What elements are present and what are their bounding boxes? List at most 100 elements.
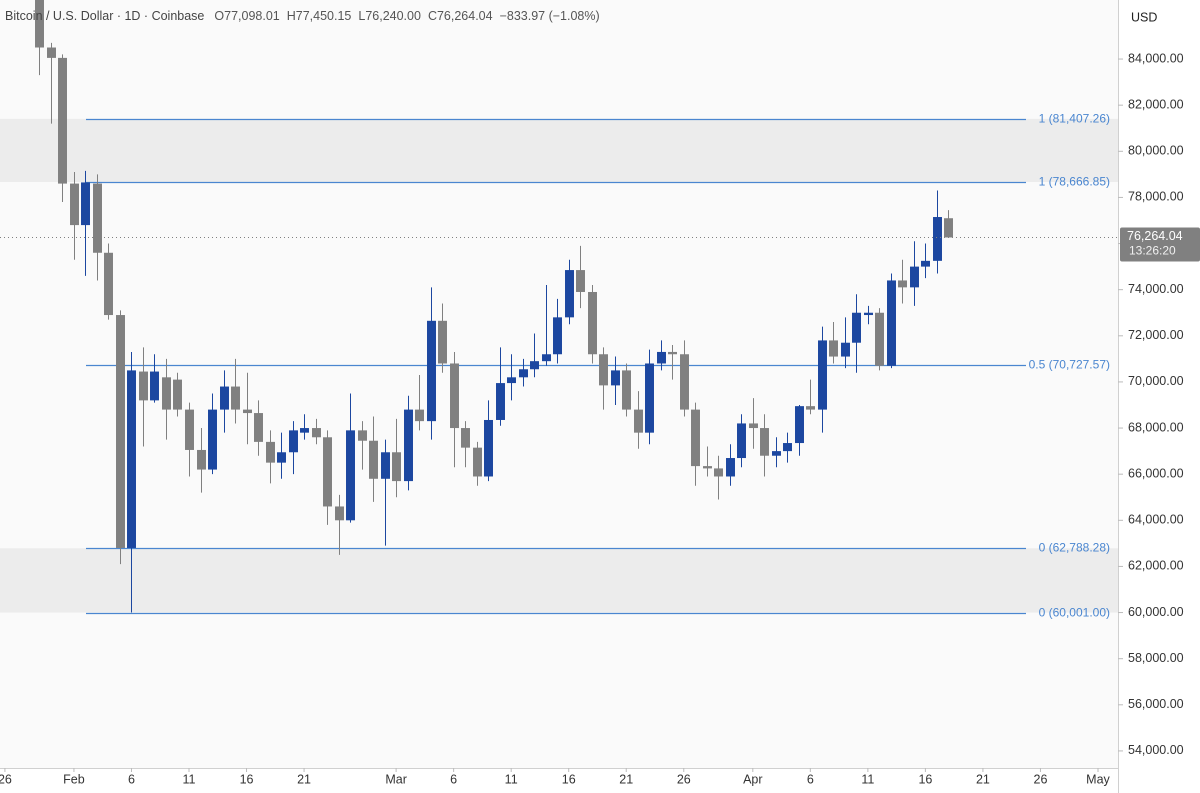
ohlc-key: L [358, 9, 365, 23]
x-tick-label: 16 [562, 772, 576, 786]
y-tick-label: 56,000.00 [1128, 697, 1184, 711]
candle-body [358, 430, 367, 441]
y-tick-label: 68,000.00 [1128, 420, 1184, 434]
candle-body [381, 452, 390, 479]
candle-body [933, 217, 942, 261]
y-tick-label: 84,000.00 [1128, 51, 1184, 65]
y-tick-label: 58,000.00 [1128, 651, 1184, 665]
candle-body [783, 443, 792, 452]
x-tick-label: Mar [385, 772, 407, 786]
ohlc-key: O [214, 9, 224, 23]
fib-band [0, 118, 1118, 183]
candle-body [185, 409, 194, 450]
candle-body [266, 441, 275, 463]
candle-body [93, 183, 102, 253]
x-tick-label: 11 [505, 772, 518, 786]
candle-body [243, 409, 252, 414]
x-tick-label: 11 [861, 772, 874, 786]
candle-body [887, 280, 896, 366]
ohlc-value: 76,264.04 [437, 9, 493, 23]
candle-body [875, 312, 884, 366]
candle-body [519, 369, 528, 378]
candle-body [611, 370, 620, 386]
fib-label: 0 (60,001.00) [1039, 606, 1110, 620]
candle-body [795, 406, 804, 444]
y-tick-label: 82,000.00 [1128, 97, 1184, 111]
candle-body [150, 371, 159, 401]
candle-body [450, 363, 459, 429]
x-tick-label: 6 [450, 772, 457, 786]
y-tick-label: 66,000.00 [1128, 466, 1184, 480]
y-tick-label: 70,000.00 [1128, 374, 1184, 388]
candle-body [415, 409, 424, 422]
candle-body [116, 315, 125, 548]
x-tick-label: 26 [1034, 772, 1048, 786]
candle-body [680, 354, 689, 410]
last-price-label: 76,264.04 [1127, 229, 1183, 243]
candle-body [335, 506, 344, 521]
candle-body [496, 383, 505, 420]
candle-body [104, 252, 113, 316]
candle-body [565, 270, 574, 318]
candle-body [898, 280, 907, 288]
y-tick-label: 80,000.00 [1128, 144, 1184, 158]
y-tick-label: 62,000.00 [1128, 559, 1184, 573]
candle-body [749, 423, 758, 429]
candle-body [634, 409, 643, 433]
candle-body [208, 409, 217, 470]
candle-body [220, 386, 229, 410]
x-tick-label: 6 [807, 772, 814, 786]
x-tick-label: 16 [918, 772, 932, 786]
candle-body [829, 340, 838, 357]
ohlc-value: 76,240.00 [365, 9, 421, 23]
candle-body [323, 437, 332, 507]
y-tick-label: 54,000.00 [1128, 743, 1184, 757]
symbol-title: Bitcoin / U.S. Dollar · 1D · Coinbase [5, 9, 204, 23]
ohlc-value: 77,098.01 [224, 9, 280, 23]
candle-body [289, 430, 298, 453]
candle-body [622, 370, 631, 410]
ohlc-key: H [287, 9, 296, 23]
y-tick-label: 72,000.00 [1128, 328, 1184, 342]
candle-body [772, 451, 781, 456]
candle-body [576, 270, 585, 292]
ohlc-value: 77,450.15 [296, 9, 352, 23]
candle-body [312, 428, 321, 438]
candle-body [369, 440, 378, 479]
x-tick-label: Apr [743, 772, 762, 786]
candle-body [81, 182, 90, 226]
candle-body [473, 447, 482, 477]
candle-body [231, 386, 240, 410]
candle-body [806, 406, 815, 410]
candle-body [588, 291, 597, 355]
candle-body [645, 363, 654, 433]
candle-body [726, 458, 735, 477]
ohlc-key: C [428, 9, 437, 23]
candle-body [691, 409, 700, 467]
candle-body [921, 260, 930, 267]
y-tick-label: 78,000.00 [1128, 190, 1184, 204]
y-tick-label: 64,000.00 [1128, 513, 1184, 527]
candle-body [197, 449, 206, 470]
candle-body [254, 413, 263, 442]
candle-body [657, 351, 666, 364]
fib-band [0, 548, 1118, 613]
currency-box [1119, 0, 1200, 36]
candle-body [427, 320, 436, 422]
candle-body [277, 452, 286, 463]
candle-body [668, 351, 677, 355]
x-tick-label: 21 [297, 772, 311, 786]
last-price-box [1120, 227, 1200, 262]
candle-body [714, 468, 723, 477]
candle-body [173, 379, 182, 410]
candle-body [818, 340, 827, 410]
candle-body [530, 361, 539, 370]
fib-label: 0.5 (70,727.57) [1029, 358, 1110, 372]
fib-label: 0 (62,788.28) [1039, 541, 1110, 555]
candle-body [841, 342, 850, 357]
candle-body [461, 428, 470, 448]
candle-body [404, 409, 413, 482]
y-tick-label: 74,000.00 [1128, 282, 1184, 296]
candle-body [392, 452, 401, 482]
candle-body [760, 428, 769, 456]
